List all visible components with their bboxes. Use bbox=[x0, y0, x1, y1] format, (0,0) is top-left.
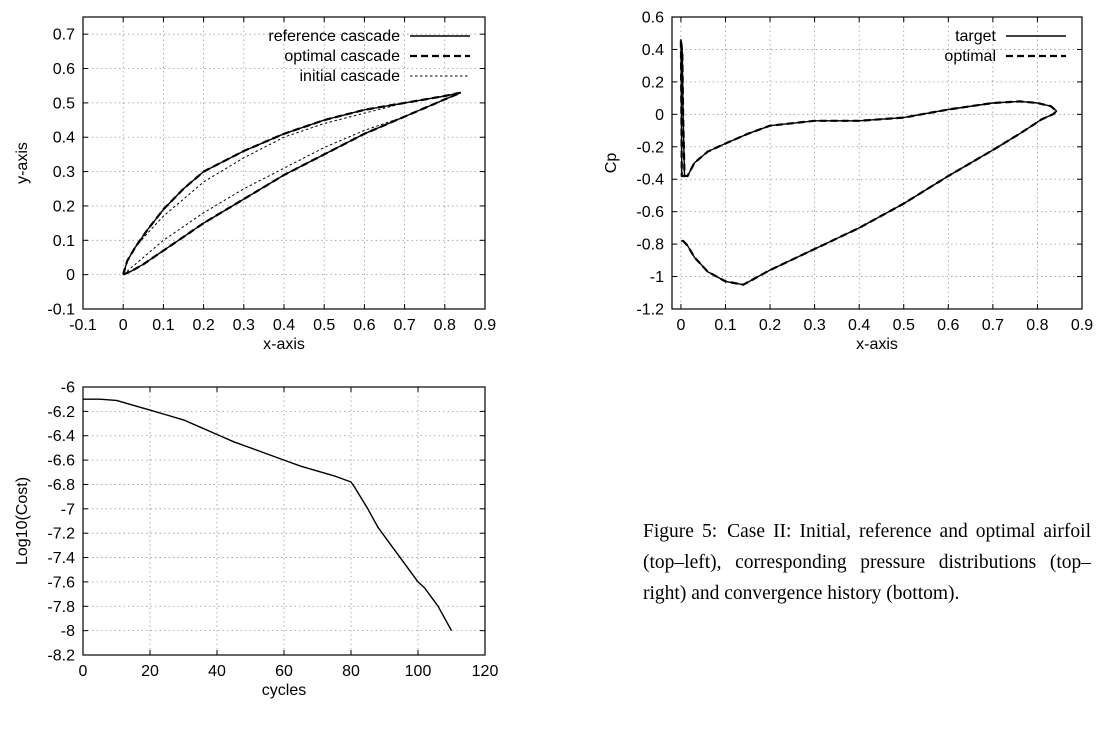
legend-label: reference cascade bbox=[268, 28, 400, 45]
y-tick-label: 0 bbox=[66, 267, 75, 284]
y-tick-label: -7.6 bbox=[47, 574, 75, 591]
x-tick-label: 0 bbox=[79, 663, 88, 680]
legend-label: initial cascade bbox=[300, 68, 401, 85]
y-tick-label: 0.1 bbox=[53, 233, 75, 250]
x-tick-label: 0.4 bbox=[273, 317, 295, 334]
x-tick-label: 0.7 bbox=[393, 317, 415, 334]
y-tick-label: 0.4 bbox=[53, 130, 75, 147]
legend-label: optimal cascade bbox=[284, 48, 400, 65]
y-axis-label: Cp bbox=[603, 153, 620, 174]
x-tick-label: 0.9 bbox=[474, 317, 496, 334]
y-tick-label: -0.1 bbox=[47, 302, 75, 319]
x-tick-label: 80 bbox=[342, 663, 360, 680]
y-tick-label: 0.7 bbox=[53, 27, 75, 44]
series-line-upper bbox=[122, 91, 462, 275]
x-tick-label: 0.1 bbox=[152, 317, 174, 334]
x-tick-label: 0.5 bbox=[313, 317, 335, 334]
x-axis-label: x-axis bbox=[263, 336, 305, 353]
y-tick-label: -0.2 bbox=[636, 139, 664, 156]
x-tick-label: 0.4 bbox=[848, 317, 870, 334]
y-tick-label: -7 bbox=[61, 501, 75, 518]
y-tick-label: -6 bbox=[61, 380, 75, 397]
convergence-plot: 0 20 40 60 80 100 120 -8.2 -8 -7.8 -7.6 -7.4 -7.2 -7 -… bbox=[14, 380, 498, 700]
x-axis-label: x-axis bbox=[856, 336, 898, 353]
x-tick-label: 0.2 bbox=[192, 317, 214, 334]
x-tick-label: 0.2 bbox=[759, 317, 781, 334]
x-tick-label: 0.1 bbox=[714, 317, 736, 334]
x-tick-label: 0.8 bbox=[1026, 317, 1048, 334]
y-tick-label: -8.2 bbox=[47, 648, 75, 665]
caption-label: Figure 5: bbox=[643, 521, 718, 542]
x-tick-label: 0.6 bbox=[353, 317, 375, 334]
series-line bbox=[83, 398, 453, 631]
x-tick-label: 20 bbox=[141, 663, 159, 680]
y-tick-label: -0.6 bbox=[636, 204, 664, 221]
series-line-upper bbox=[122, 91, 462, 275]
y-tick-label: 0.2 bbox=[53, 198, 75, 215]
y-tick-label: 0.3 bbox=[53, 164, 75, 181]
y-tick-label: -7.4 bbox=[47, 550, 75, 567]
y-tick-label: -6.4 bbox=[47, 428, 75, 445]
y-axis-label: y-axis bbox=[14, 142, 31, 184]
x-tick-label: 0 bbox=[119, 317, 128, 334]
x-tick-label: -0.1 bbox=[69, 317, 97, 334]
plot-frame bbox=[82, 16, 486, 310]
x-tick-label: 0.3 bbox=[803, 317, 825, 334]
y-tick-label: 0.5 bbox=[53, 95, 75, 112]
series-line-lower bbox=[122, 91, 462, 276]
y-tick-label: -6.8 bbox=[47, 477, 75, 494]
y-tick-label: 0.2 bbox=[642, 74, 664, 91]
y-tick-label: 0.6 bbox=[53, 61, 75, 78]
y-tick-label: -0.8 bbox=[636, 237, 664, 254]
x-tick-label: 0.3 bbox=[233, 317, 255, 334]
x-tick-label: 0.6 bbox=[937, 317, 959, 334]
legend-label: optimal bbox=[944, 48, 996, 65]
x-tick-label: 40 bbox=[208, 663, 226, 680]
x-tick-label: 0.8 bbox=[434, 317, 456, 334]
y-tick-label: -0.4 bbox=[636, 172, 664, 189]
plot-frame bbox=[671, 16, 1083, 310]
x-tick-label: 0.9 bbox=[1071, 317, 1093, 334]
x-tick-label: 120 bbox=[472, 663, 499, 680]
x-tick-label: 0.5 bbox=[893, 317, 915, 334]
pressure-plot: 0 0.1 0.2 0.3 0.4 0.5 0.6 0.7 0.8 0.9 -1.2 -1 -0.8 -0… bbox=[603, 10, 1093, 354]
x-tick-label: 100 bbox=[405, 663, 432, 680]
caption-text: Case II: Initial, reference and optimal … bbox=[643, 521, 1091, 604]
x-tick-label: 60 bbox=[275, 663, 293, 680]
y-tick-label: -1 bbox=[650, 269, 664, 286]
x-tick-label: 0.7 bbox=[982, 317, 1004, 334]
legend-label: target bbox=[955, 28, 996, 45]
y-tick-label: 0.6 bbox=[642, 10, 664, 27]
y-tick-label: 0 bbox=[655, 107, 664, 124]
airfoil-plot: -0.1 0 0.1 0.2 0.3 0.4 0.5 0.6 0.7 0.8 0.9 -0.1 0 0.1… bbox=[14, 16, 496, 353]
y-tick-label: -7.8 bbox=[47, 599, 75, 616]
y-tick-label: -8 bbox=[61, 623, 75, 640]
series-line-lower bbox=[122, 91, 462, 276]
y-axis-label: Log10(Cost) bbox=[14, 477, 31, 565]
plot-frame bbox=[82, 386, 486, 656]
series-line bbox=[680, 39, 1058, 286]
y-tick-label: -1.2 bbox=[636, 302, 664, 319]
series-line bbox=[679, 38, 1058, 286]
figure-caption: Figure 5: Case II: Initial, reference and… bbox=[643, 516, 1091, 609]
y-tick-label: -6.2 bbox=[47, 404, 75, 421]
y-tick-label: -6.6 bbox=[47, 453, 75, 470]
x-axis-label: cycles bbox=[262, 682, 306, 699]
y-tick-label: -7.2 bbox=[47, 526, 75, 543]
series-line-upper bbox=[122, 92, 462, 275]
series-line-lower bbox=[122, 92, 462, 275]
y-tick-label: 0.4 bbox=[642, 42, 664, 59]
x-tick-label: 0 bbox=[676, 317, 685, 334]
